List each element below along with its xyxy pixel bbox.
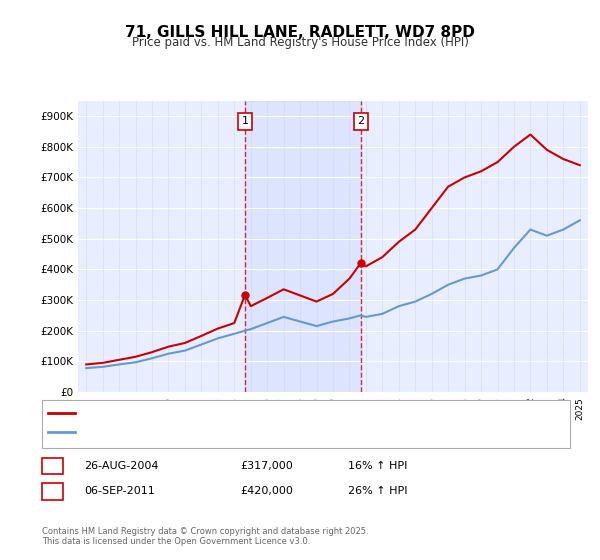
- Text: Contains HM Land Registry data © Crown copyright and database right 2025.
This d: Contains HM Land Registry data © Crown c…: [42, 526, 368, 546]
- Text: 71, GILLS HILL LANE, RADLETT, WD7 8PD (semi-detached house): 71, GILLS HILL LANE, RADLETT, WD7 8PD (s…: [81, 408, 400, 418]
- Text: 2: 2: [49, 486, 56, 496]
- Text: 2: 2: [357, 116, 364, 126]
- Text: Price paid vs. HM Land Registry's House Price Index (HPI): Price paid vs. HM Land Registry's House …: [131, 36, 469, 49]
- Text: 71, GILLS HILL LANE, RADLETT, WD7 8PD: 71, GILLS HILL LANE, RADLETT, WD7 8PD: [125, 25, 475, 40]
- Bar: [245, 101, 361, 392]
- Text: 06-SEP-2011: 06-SEP-2011: [84, 486, 155, 496]
- Text: £420,000: £420,000: [240, 486, 293, 496]
- Text: 26% ↑ HPI: 26% ↑ HPI: [348, 486, 407, 496]
- Text: 1: 1: [49, 461, 56, 471]
- Text: 26-AUG-2004: 26-AUG-2004: [84, 461, 158, 471]
- Text: HPI: Average price, semi-detached house, Hertsmere: HPI: Average price, semi-detached house,…: [81, 427, 340, 437]
- Text: 1: 1: [241, 116, 248, 126]
- Text: 16% ↑ HPI: 16% ↑ HPI: [348, 461, 407, 471]
- Text: £317,000: £317,000: [240, 461, 293, 471]
